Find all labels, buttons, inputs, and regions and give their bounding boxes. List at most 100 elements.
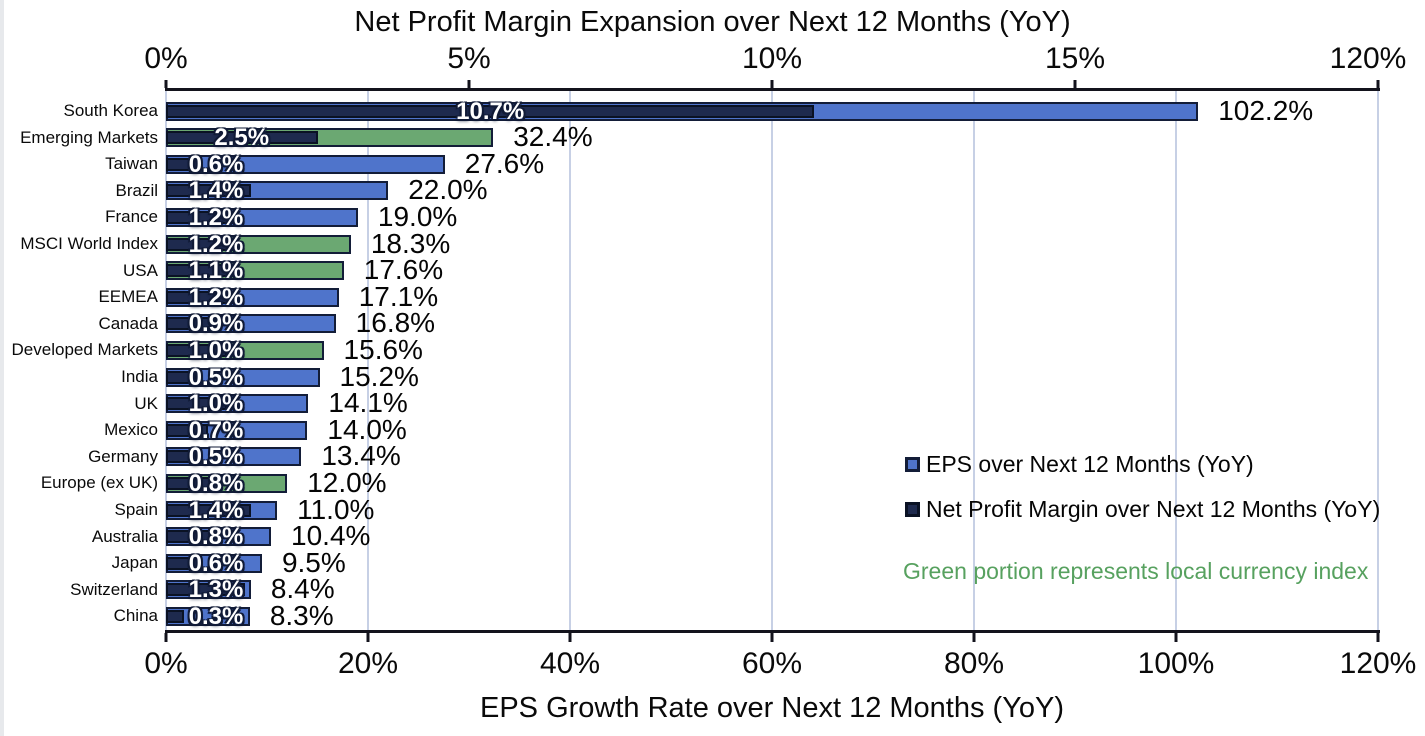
bottom-axis-tick-label: 0% bbox=[144, 647, 188, 680]
bar-row: 10.7% 102.2% bbox=[166, 95, 1378, 125]
npm-bar bbox=[166, 237, 239, 251]
eps-value-label: 11.0% bbox=[297, 493, 375, 525]
category-label: China bbox=[113, 606, 158, 626]
bottom-axis-tick-label: 80% bbox=[943, 647, 1005, 680]
gridline bbox=[569, 91, 571, 632]
bottom-axis-tick bbox=[1174, 633, 1178, 642]
bar-row: 0.3% 8.3% bbox=[166, 600, 1378, 630]
bottom-axis-tick bbox=[770, 633, 774, 642]
category-label: Spain bbox=[114, 500, 158, 519]
eps-value-label: 16.8% bbox=[355, 307, 436, 339]
top-axis-tick-label: 120% bbox=[1329, 42, 1407, 75]
eps-value-label: 102.2% bbox=[1218, 94, 1314, 126]
bottom-axis-tick bbox=[164, 633, 168, 642]
npm-bar bbox=[166, 476, 215, 490]
gridline bbox=[367, 91, 369, 632]
category-label: France bbox=[105, 207, 158, 227]
category-label: India bbox=[121, 367, 158, 386]
bar-row: 1.4% 11.0% bbox=[166, 494, 1378, 524]
category-label: Canada bbox=[98, 313, 158, 333]
npm-value-label: 10.7% bbox=[456, 97, 525, 125]
npm-value-label: 0.6% bbox=[188, 150, 244, 178]
eps-value-label: 8.4% bbox=[270, 573, 335, 605]
bottom-axis-tick-label: 60% bbox=[741, 647, 803, 680]
npm-bar bbox=[166, 370, 197, 384]
eps-value-label: 12.0% bbox=[307, 466, 387, 498]
bar-row: 0.6% 9.5% bbox=[166, 547, 1378, 577]
npm-value-label: 0.5% bbox=[188, 363, 244, 391]
legend-label-eps: EPS over Next 12 Months (YoY) bbox=[926, 451, 1254, 477]
top-axis-tick-label: 10% bbox=[741, 42, 803, 75]
top-axis-tick bbox=[770, 80, 774, 88]
npm-bar bbox=[166, 290, 239, 304]
eps-value-label: 8.3% bbox=[269, 599, 334, 631]
eps-value-label: 17.1% bbox=[358, 280, 439, 312]
bar-row: 0.8% 12.0% bbox=[166, 467, 1378, 497]
legend-item-eps: EPS over Next 12 Months (YoY) bbox=[905, 449, 1254, 479]
bottom-axis-tick bbox=[972, 633, 976, 642]
eps-value-label: 17.6% bbox=[363, 254, 444, 286]
legend-item-npm: Net Profit Margin over Next 12 Months (Y… bbox=[905, 494, 1380, 524]
npm-bar bbox=[166, 450, 197, 464]
npm-bar bbox=[166, 104, 815, 118]
npm-value-label: 0.9% bbox=[188, 310, 244, 338]
legend-label-npm: Net Profit Margin over Next 12 Months (Y… bbox=[926, 496, 1381, 522]
eps-value-label: 32.4% bbox=[513, 121, 593, 153]
npm-value-label: 1.2% bbox=[188, 283, 244, 311]
eps-value-label: 27.6% bbox=[464, 147, 545, 179]
eps-value-label: 14.0% bbox=[327, 413, 407, 445]
top-axis-tick bbox=[164, 80, 168, 88]
bar-row: 0.7% 14.0% bbox=[166, 414, 1378, 444]
npm-bar bbox=[166, 583, 245, 597]
top-axis-line bbox=[165, 88, 1380, 91]
eps-value-label: 15.2% bbox=[339, 360, 419, 392]
gridline bbox=[1175, 91, 1177, 632]
npm-bar bbox=[166, 609, 185, 623]
category-label: USA bbox=[123, 260, 158, 280]
eps-value-label: 10.4% bbox=[291, 520, 371, 552]
npm-bar bbox=[166, 317, 221, 331]
npm-bar bbox=[166, 556, 203, 570]
npm-bar bbox=[166, 264, 233, 278]
bottom-axis-tick bbox=[1376, 633, 1380, 642]
npm-value-label: 0.5% bbox=[188, 443, 244, 471]
bottom-axis-tick-label: 20% bbox=[337, 647, 399, 680]
top-axis-tick bbox=[1376, 80, 1380, 88]
bar-row: 1.2% 19.0% bbox=[166, 201, 1378, 231]
bar-row: 1.0% 15.6% bbox=[166, 334, 1378, 364]
gridline bbox=[165, 91, 167, 632]
plot-area: 10.7% 102.2% 2.5% 32.4% 0.6% 27.6% 1.4% 22.0% 1.… bbox=[165, 91, 1379, 632]
top-axis-tick bbox=[467, 80, 471, 88]
category-label: Germany bbox=[88, 446, 158, 466]
gridline bbox=[1377, 91, 1379, 632]
npm-value-label: 0.6% bbox=[188, 549, 244, 577]
bar-row: 0.9% 16.8% bbox=[166, 308, 1378, 338]
legend-note: Green portion represents local currency … bbox=[903, 558, 1369, 584]
category-label: Taiwan bbox=[105, 154, 158, 174]
category-label: MSCI World Index bbox=[20, 234, 158, 253]
bar-row: 1.2% 17.1% bbox=[166, 281, 1378, 311]
category-label: Australia bbox=[91, 526, 158, 546]
bar-row: 1.2% 18.3% bbox=[166, 228, 1378, 258]
category-label: UK bbox=[134, 393, 158, 413]
top-axis-tick bbox=[1073, 80, 1077, 88]
category-label: Mexico bbox=[104, 420, 158, 440]
npm-value-label: 1.1% bbox=[188, 257, 244, 285]
eps-value-label: 15.6% bbox=[343, 333, 423, 365]
npm-value-label: 0.3% bbox=[188, 602, 244, 630]
category-label: Developed Markets bbox=[11, 340, 158, 360]
bar-row: 0.8% 10.4% bbox=[166, 521, 1378, 551]
bottom-axis-line bbox=[165, 630, 1380, 633]
eps-value-label: 18.3% bbox=[370, 227, 451, 259]
eps-value-label: 22.0% bbox=[408, 174, 488, 206]
bottom-axis-title: EPS Growth Rate over Next 12 Months (YoY… bbox=[479, 692, 1065, 724]
npm-bar bbox=[166, 131, 318, 145]
gridline bbox=[973, 91, 975, 632]
npm-bar bbox=[166, 423, 209, 437]
eps-value-label: 13.4% bbox=[321, 440, 401, 472]
npm-value-label: 1.2% bbox=[188, 230, 244, 258]
bar-row: 1.4% 22.0% bbox=[166, 175, 1378, 205]
npm-series-swatch-icon bbox=[905, 501, 920, 517]
category-label: EEMEA bbox=[98, 287, 158, 307]
